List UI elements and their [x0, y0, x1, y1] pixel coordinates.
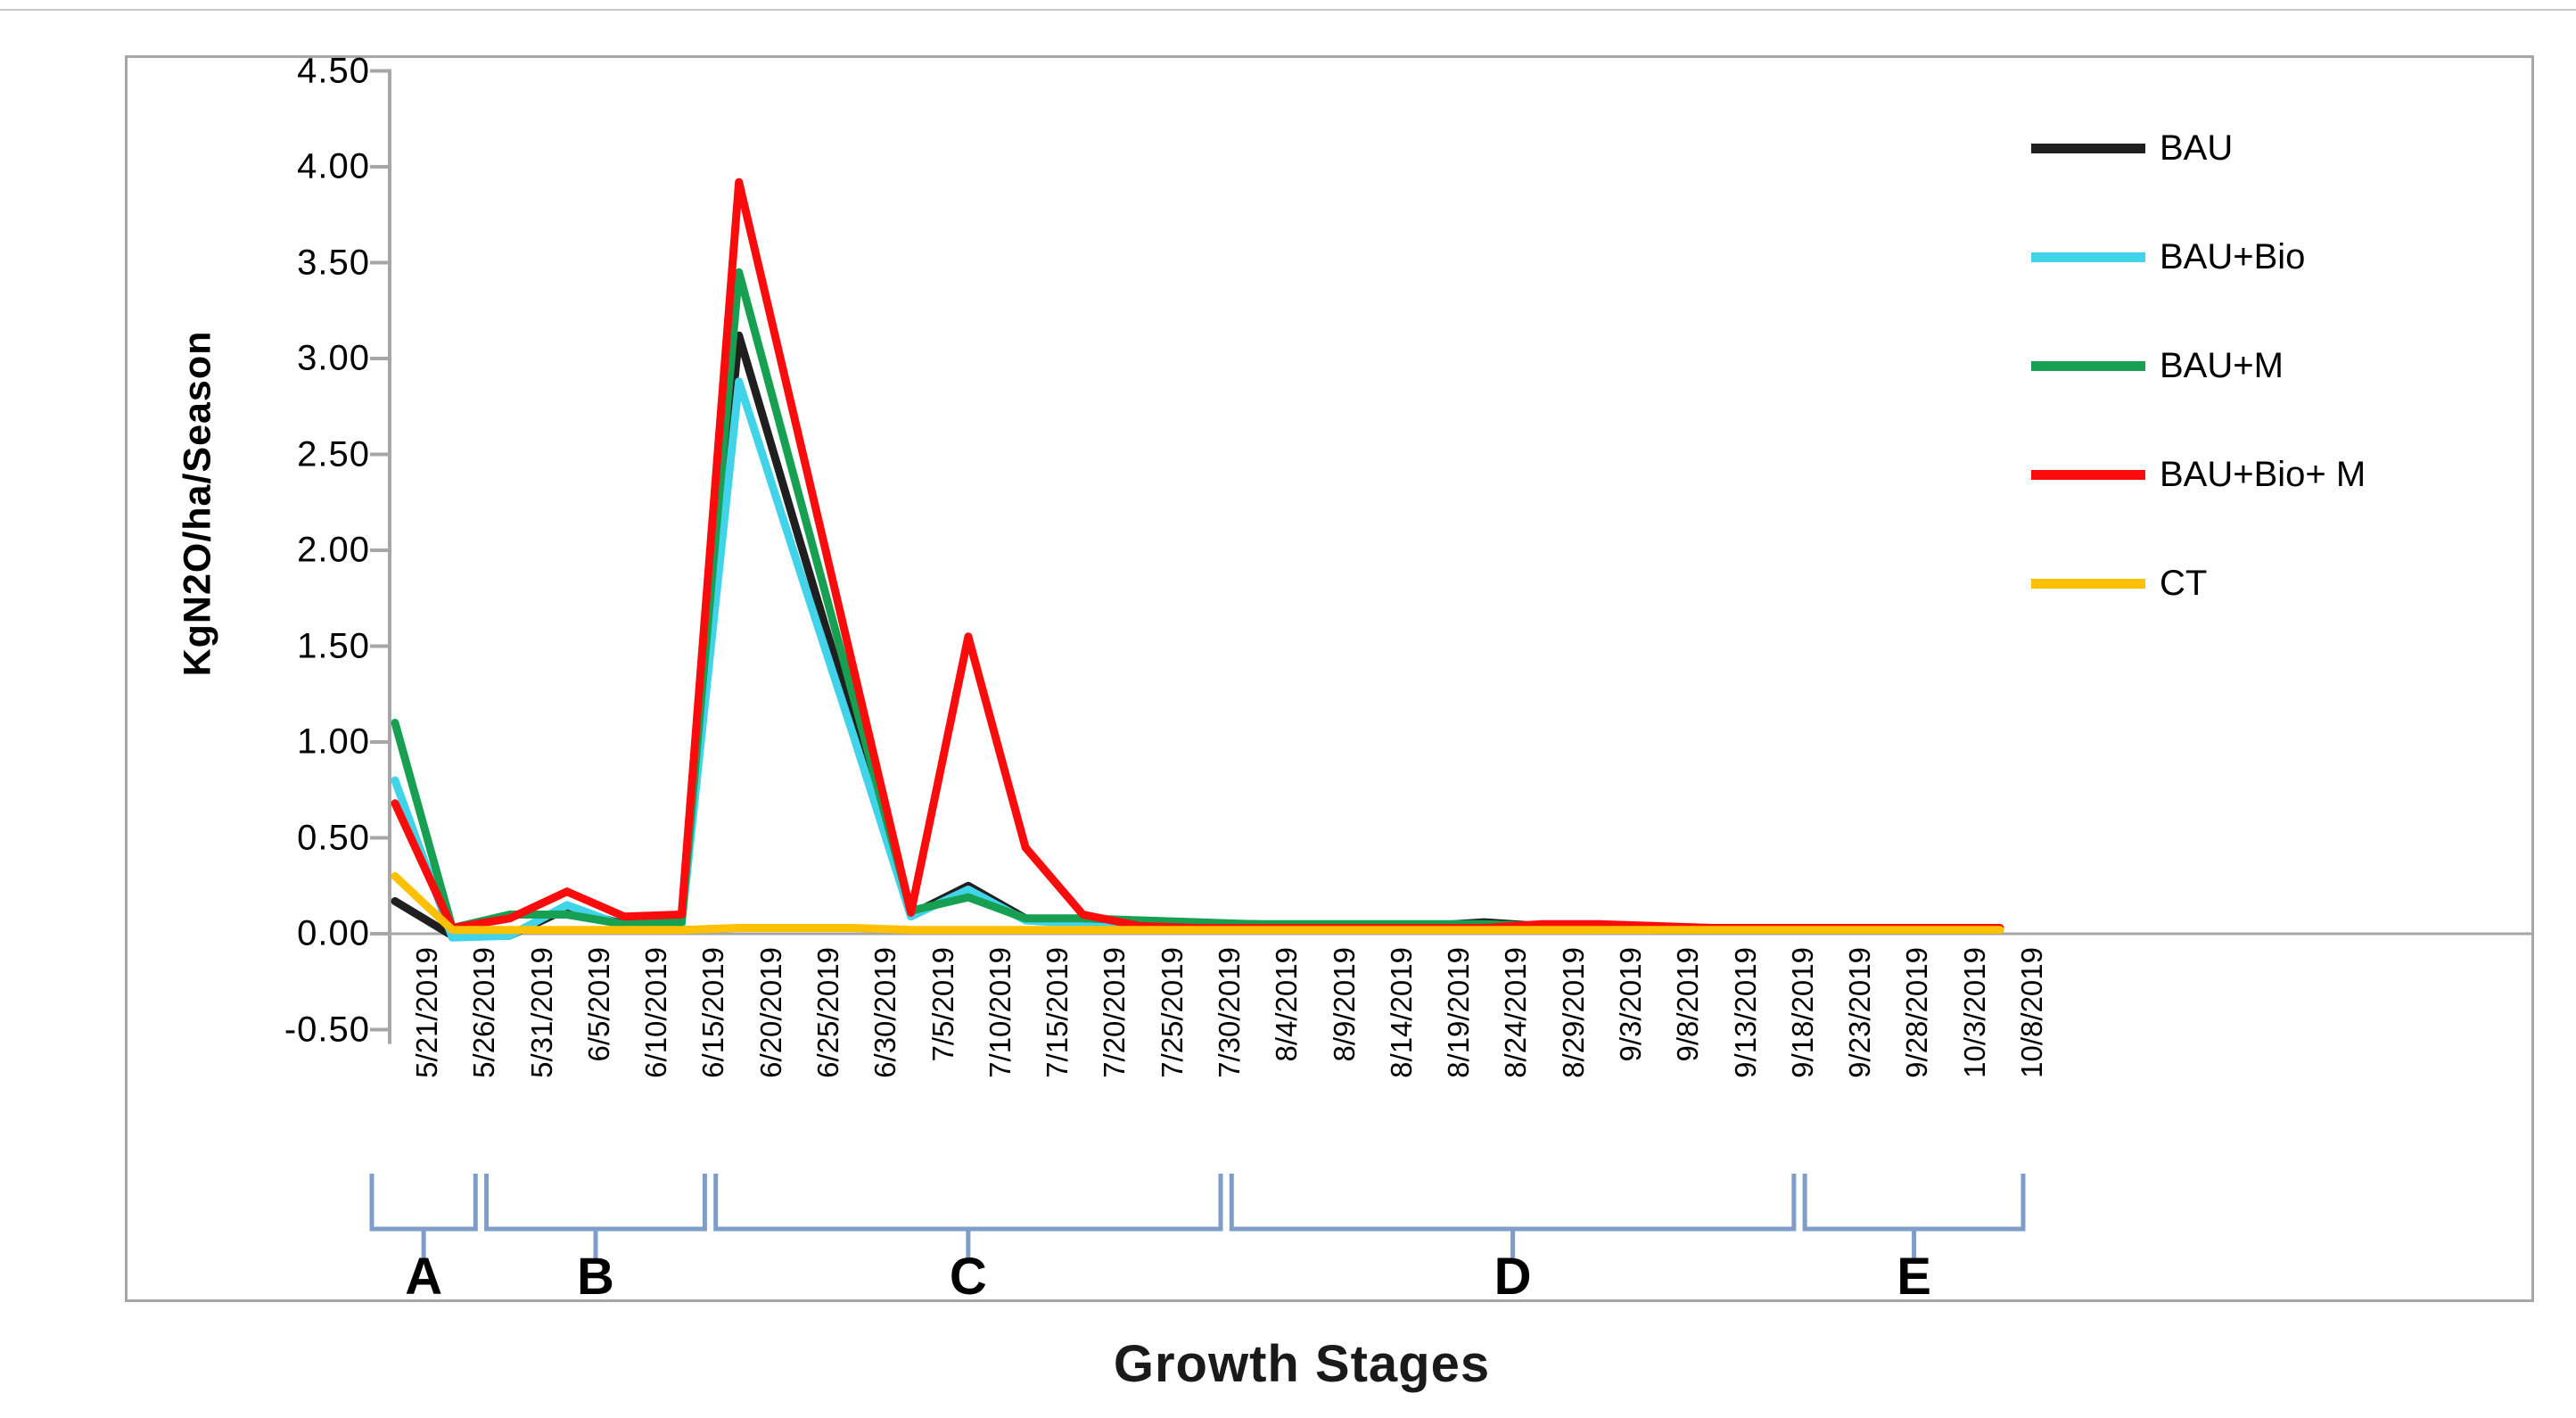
y-tick-label: -0.50 — [284, 1010, 370, 1049]
series-line-ct — [391, 872, 2004, 935]
x-date-label: 6/5/2019 — [581, 947, 615, 1062]
y-tick-label: 3.50 — [297, 243, 370, 282]
legend-label: BAU+Bio+ M — [2160, 455, 2366, 494]
x-date-label: 8/14/2019 — [1384, 947, 1418, 1078]
legend-label: BAU+Bio — [2160, 237, 2306, 276]
x-date-label: 7/10/2019 — [983, 947, 1016, 1078]
x-date-label: 7/5/2019 — [926, 947, 959, 1062]
series-line-bau-bio-m — [391, 177, 2004, 932]
x-date-label: 8/9/2019 — [1327, 947, 1361, 1062]
y-tick-label: 1.50 — [297, 626, 370, 665]
legend-swatch — [2031, 470, 2145, 480]
legend-item-bau: BAU — [2031, 128, 2233, 169]
x-date-label: 9/28/2019 — [1900, 947, 1934, 1078]
legend-label: BAU+M — [2160, 346, 2284, 385]
legend-swatch — [2031, 579, 2145, 589]
x-date-label: 5/31/2019 — [524, 947, 558, 1078]
y-tick-label: 4.00 — [297, 146, 370, 186]
series-line-bau-m — [391, 268, 2004, 932]
x-date-label: 8/4/2019 — [1270, 947, 1304, 1062]
series-line-bau — [391, 331, 2004, 940]
stage-letter-d: D — [1494, 1248, 1532, 1306]
x-date-label: 8/19/2019 — [1442, 947, 1476, 1078]
y-tick-label: 2.50 — [297, 434, 370, 474]
legend-swatch — [2031, 361, 2145, 371]
x-date-label: 9/13/2019 — [1728, 947, 1762, 1078]
x-date-label: 8/24/2019 — [1499, 947, 1533, 1078]
legend-item-ct: CT — [2031, 564, 2207, 604]
x-date-label: 5/26/2019 — [467, 947, 501, 1078]
x-date-label: 5/21/2019 — [410, 947, 443, 1078]
y-tick-label: 0.50 — [297, 818, 370, 857]
stage-letter-c: C — [949, 1248, 987, 1306]
x-date-label: 6/10/2019 — [639, 947, 673, 1078]
legend-item-bau-bio-m: BAU+Bio+ M — [2031, 455, 2366, 495]
stage-letter-e: E — [1897, 1248, 1931, 1306]
x-date-label: 7/15/2019 — [1041, 947, 1074, 1078]
legend-swatch — [2031, 144, 2145, 153]
x-date-label: 6/15/2019 — [696, 947, 730, 1078]
legend-label: CT — [2160, 564, 2208, 603]
stage-letter-a: A — [405, 1248, 443, 1306]
legend-item-bau-bio: BAU+Bio — [2031, 237, 2305, 277]
y-tick-label: 4.50 — [297, 51, 370, 90]
x-date-label: 6/30/2019 — [868, 947, 902, 1078]
x-date-label: 8/29/2019 — [1556, 947, 1590, 1078]
y-tick-label: 2.00 — [297, 530, 370, 570]
x-date-label: 10/3/2019 — [1957, 947, 1991, 1078]
x-date-label: 6/25/2019 — [811, 947, 844, 1078]
y-tick-label: 1.00 — [297, 721, 370, 762]
x-date-label: 7/20/2019 — [1098, 947, 1132, 1078]
stage-letter-b: B — [577, 1248, 614, 1306]
x-date-label: 9/23/2019 — [1843, 947, 1877, 1078]
y-tick-label: 3.00 — [297, 338, 370, 378]
image-top-border — [0, 9, 2576, 11]
legend-label: BAU — [2160, 128, 2234, 168]
x-date-label: 7/30/2019 — [1213, 947, 1246, 1078]
chart-frame — [125, 55, 2534, 1302]
stage-bracket-c — [713, 1174, 1223, 1232]
x-date-label: 10/8/2019 — [2015, 947, 2048, 1078]
x-date-label: 6/20/2019 — [753, 947, 787, 1078]
y-tick-label: 0.00 — [297, 913, 370, 953]
legend-item-bau-m: BAU+M — [2031, 346, 2284, 386]
series-line-bau-bio — [391, 377, 2004, 942]
legend-swatch — [2031, 252, 2145, 262]
x-axis-title: Growth Stages — [1113, 1335, 1491, 1393]
x-date-label: 9/3/2019 — [1614, 947, 1647, 1062]
x-date-label: 7/25/2019 — [1155, 947, 1189, 1078]
x-date-label: 9/18/2019 — [1785, 947, 1819, 1078]
x-date-label: 9/8/2019 — [1671, 947, 1705, 1062]
